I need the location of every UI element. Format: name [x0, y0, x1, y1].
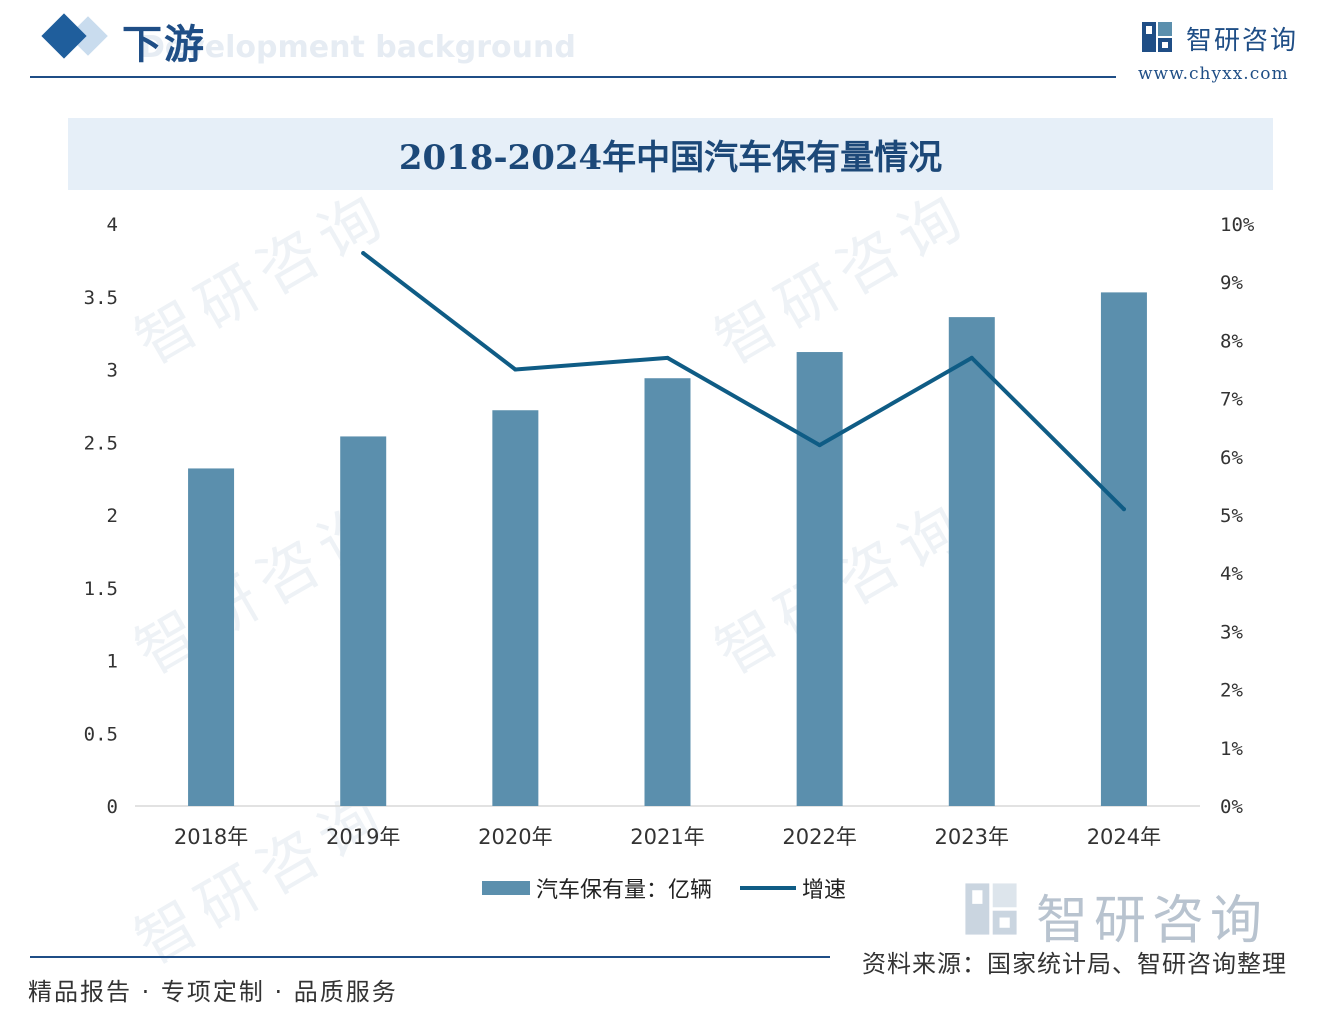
- y-left-tick-label: 3.5: [84, 287, 118, 309]
- bar: [796, 352, 843, 806]
- y-right-tick-label: 0%: [1220, 796, 1243, 818]
- y-right-tick-label: 1%: [1220, 738, 1243, 760]
- x-tick-label: 2019年: [326, 825, 400, 849]
- legend-label-bar: 汽车保有量：亿辆: [536, 878, 713, 903]
- footer-brand-logo-icon: [965, 883, 1017, 935]
- line-point: [969, 355, 974, 360]
- y-right-tick-label: 10%: [1220, 214, 1255, 236]
- footer-divider: [30, 956, 830, 958]
- bar: [644, 378, 691, 806]
- y-left-tick-label: 2: [107, 505, 118, 527]
- brand-name: 智研咨询: [1186, 26, 1299, 56]
- line-point: [513, 367, 518, 372]
- line-point: [665, 355, 670, 360]
- legend-line-swatch: [740, 886, 797, 890]
- growth-rate-line: [361, 251, 1126, 512]
- legend-item-line[interactable]: 增速: [740, 872, 846, 904]
- y-right-tick-label: 5%: [1220, 505, 1243, 527]
- bar: [1100, 292, 1147, 806]
- chart-legend: 汽车保有量：亿辆 增速: [482, 872, 874, 904]
- brand-logo-icon: [1142, 22, 1172, 52]
- y-left-tick-label: 4: [107, 214, 118, 236]
- y-left-tick-label: 1.5: [84, 578, 118, 600]
- y-left-tick-label: 0.5: [84, 723, 118, 745]
- y-right-tick-label: 7%: [1220, 389, 1243, 411]
- bar: [340, 436, 387, 806]
- legend-item-bar[interactable]: 汽车保有量：亿辆: [482, 872, 712, 904]
- line-point: [361, 251, 366, 256]
- x-tick-label: 2018年: [174, 825, 248, 849]
- chart-title-box: 2018-2024年中国汽车保有量情况: [68, 118, 1273, 190]
- header-divider: [30, 76, 1116, 78]
- y-left-tick-label: 0: [107, 796, 118, 818]
- line-point: [817, 443, 822, 448]
- y-right-tick-label: 4%: [1220, 563, 1243, 585]
- y-right-tick-label: 8%: [1220, 330, 1243, 352]
- y-left-tick-label: 3: [107, 360, 118, 382]
- y-left-tick-label: 1: [107, 651, 118, 673]
- data-source: 资料来源：国家统计局、智研咨询整理: [862, 950, 1287, 978]
- x-tick-label: 2023年: [935, 825, 1009, 849]
- y-right-tick-label: 3%: [1220, 621, 1243, 643]
- footer-slogan: 精品报告 · 专项定制 · 品质服务: [28, 978, 398, 1006]
- footer-brand-name: 智研咨询: [1036, 891, 1269, 951]
- brand-url[interactable]: www.chyxx.com: [1138, 64, 1289, 84]
- bar: [492, 410, 539, 806]
- chart-title: 2018-2024年中国汽车保有量情况: [398, 137, 943, 178]
- y-right-tick-label: 2%: [1220, 680, 1243, 702]
- bar: [188, 468, 235, 806]
- x-tick-label: 2024年: [1087, 825, 1161, 849]
- x-tick-label: 2021年: [630, 825, 704, 849]
- x-tick-label: 2020年: [478, 825, 552, 849]
- legend-label-line: 增速: [802, 878, 847, 903]
- y-left-tick-label: 2.5: [84, 432, 118, 454]
- chart: 0 0.5 1 1.5 2 2.5 3 3.5 4 0% 1% 2% 3% 4% 5% 6% 7% 8% 9% 10%…: [84, 214, 1255, 849]
- y-right-tick-label: 6%: [1220, 447, 1243, 469]
- legend-bar-swatch: [482, 881, 530, 895]
- page-title: 下游: [122, 21, 206, 68]
- y-right-tick-label: 9%: [1220, 272, 1243, 294]
- line-point: [1121, 507, 1126, 512]
- bar: [948, 317, 995, 806]
- x-tick-label: 2022年: [782, 825, 856, 849]
